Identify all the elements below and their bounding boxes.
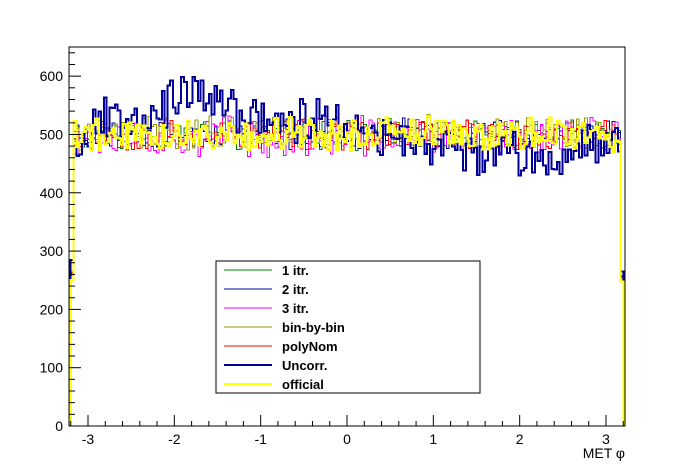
y-tick-label: 0 <box>55 418 63 434</box>
legend-label: Uncorr. <box>282 358 328 373</box>
legend-label: 3 itr. <box>282 301 309 316</box>
x-tick-label: 3 <box>602 431 610 447</box>
legend-label: official <box>282 377 324 392</box>
x-tick-label: 1 <box>429 431 437 447</box>
x-tick-label: -3 <box>82 431 95 447</box>
legend-label: polyNom <box>282 339 338 354</box>
y-tick-label: 400 <box>40 185 64 201</box>
legend-label: bin-by-bin <box>282 320 345 335</box>
series-line <box>69 115 625 426</box>
y-tick-label: 500 <box>40 126 64 142</box>
y-tick-label: 200 <box>40 301 64 317</box>
x-tick-label: 0 <box>343 431 351 447</box>
x-axis-title: MET φ <box>583 445 625 461</box>
x-tick-label: 2 <box>516 431 524 447</box>
axis-layer: -3 -2 -1 0 1 2 3 0 100 200 300 400 500 600 <box>40 52 624 447</box>
legend: 1 itr. 2 itr. 3 itr. bin-by-bin polyNom Uncor… <box>215 260 481 394</box>
legend-items: 1 itr. 2 itr. 3 itr. bin-by-bin polyNom Uncor… <box>224 263 345 392</box>
x-tick-label: -2 <box>168 431 181 447</box>
legend-label: 1 itr. <box>282 263 309 278</box>
y-tick-label: 300 <box>40 243 64 259</box>
y-tick-label: 600 <box>40 68 64 84</box>
series-layer <box>69 75 625 426</box>
y-tick-label: 100 <box>40 360 64 376</box>
legend-label: 2 itr. <box>282 282 309 297</box>
x-tick-label: -1 <box>254 431 267 447</box>
